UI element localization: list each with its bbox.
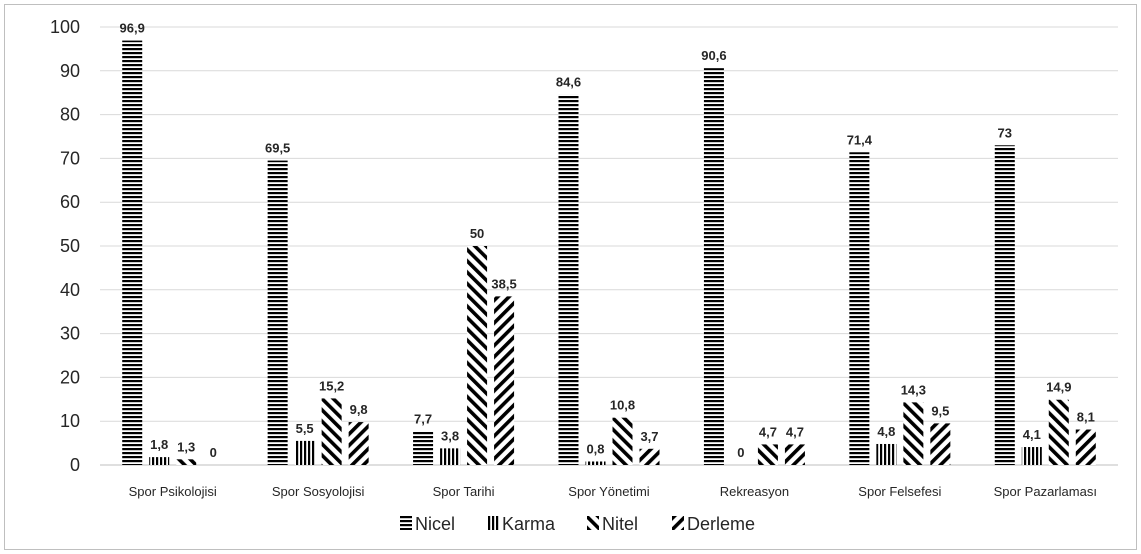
bar-nicel [413,431,434,465]
x-category-label: Spor Yönetimi [568,484,650,499]
legend-swatch-derleme [672,516,684,530]
data-label: 73 [998,125,1012,140]
legend-label: Derleme [687,514,755,534]
x-category-label: Spor Pazarlaması [994,484,1097,499]
data-label: 0 [737,445,744,460]
legend-swatch-nitel [587,516,599,530]
y-tick-label: 50 [60,236,80,256]
bar-nicel [994,145,1015,465]
bar-nitel [757,444,778,465]
bar-nicel [703,68,724,465]
bar-nitel [1048,399,1069,465]
y-tick-label: 90 [60,61,80,81]
data-label: 14,3 [901,382,926,397]
data-label: 4,1 [1023,427,1041,442]
bar-derleme [784,444,805,465]
bar-karma [294,440,315,465]
legend-label: Nicel [415,514,455,534]
data-label: 14,9 [1046,380,1071,395]
legend-swatch-nicel [400,516,412,530]
data-label: 0,8 [586,441,604,456]
bar-karma [440,448,461,465]
bar-nicel [849,152,870,465]
bar-karma [876,443,897,465]
bar-nitel [903,402,924,465]
y-tick-label: 70 [60,148,80,168]
data-label: 1,3 [177,439,195,454]
data-label: 3,8 [441,428,459,443]
bar-karma [585,461,606,465]
data-label: 5,5 [296,421,314,436]
y-tick-label: 100 [50,17,80,37]
bar-nitel [467,246,488,465]
data-labels: 96,9 1,8 1,3 0 69,5 5,5 15,2 9,8 7,7 3,8 50 38,5 84,… [120,21,1095,460]
data-label: 69,5 [265,141,290,156]
bar-nicel [558,94,579,466]
x-category-label: Spor Sosyolojisi [272,484,365,499]
bar-nitel [176,459,197,465]
legend-label: Karma [502,514,556,534]
y-tick-label: 40 [60,280,80,300]
y-tick-label: 60 [60,192,80,212]
data-label: 8,1 [1077,410,1095,425]
data-label: 0 [210,445,217,460]
data-label: 38,5 [491,276,516,291]
data-label: 9,8 [350,402,368,417]
data-label: 84,6 [556,74,581,89]
bar-nicel [267,160,288,465]
data-label: 15,2 [319,378,344,393]
x-axis-categories: Spor Psikolojisi Spor Sosyolojisi Spor Tar… [129,484,1097,499]
x-category-label: Spor Tarihi [433,484,495,499]
data-label: 71,4 [847,132,873,147]
legend: Nicel Karma Nitel Derleme [400,514,755,534]
y-tick-label: 0 [70,455,80,475]
data-label: 9,5 [931,403,949,418]
bar-nitel [321,398,342,465]
bar-derleme [930,423,951,465]
bar-derleme [494,296,515,465]
data-label: 10,8 [610,398,635,413]
bar-karma [149,457,170,465]
bar-derleme [639,448,660,465]
bar-karma [1021,447,1042,465]
data-label: 4,7 [786,424,804,439]
data-label: 50 [470,226,484,241]
legend-label: Nitel [602,514,638,534]
y-tick-label: 20 [60,367,80,387]
y-axis-ticks: 0 10 20 30 40 50 60 70 80 90 100 [50,17,80,475]
x-category-label: Spor Psikolojisi [129,484,217,499]
data-label: 4,7 [759,424,777,439]
y-tick-label: 10 [60,411,80,431]
bar-derleme [348,422,369,465]
bar-nitel [612,417,633,465]
bars [122,40,1096,466]
data-label: 3,7 [640,429,658,444]
data-label: 1,8 [150,437,168,452]
x-category-label: Rekreasyon [720,484,789,499]
y-tick-label: 80 [60,105,80,125]
bar-derleme [1075,429,1096,465]
data-label: 90,6 [701,48,726,63]
y-tick-label: 30 [60,324,80,344]
x-category-label: Spor Felsefesi [858,484,941,499]
legend-swatch-karma [487,516,499,530]
data-label: 7,7 [414,411,432,426]
bar-nicel [122,40,143,465]
data-label: 4,8 [877,424,895,439]
data-label: 96,9 [120,21,145,36]
